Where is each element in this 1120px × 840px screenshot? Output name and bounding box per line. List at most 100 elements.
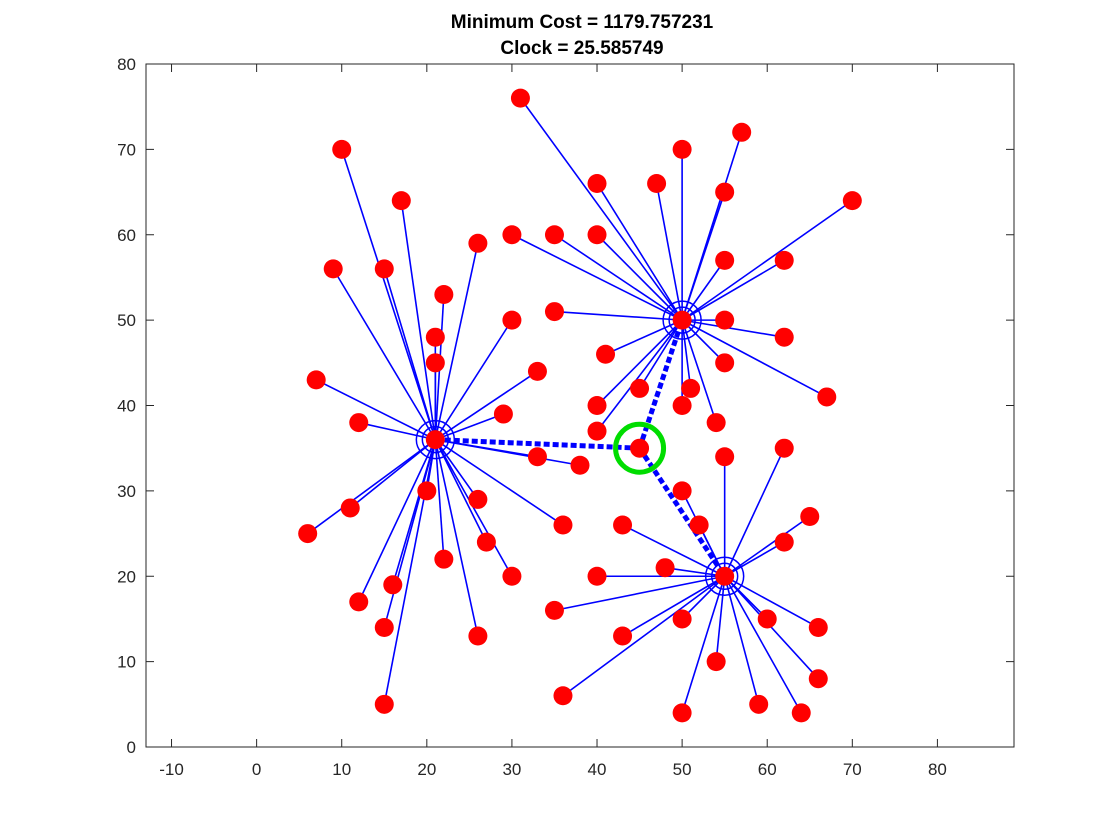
x-tick-label: 80 [928, 760, 947, 779]
center-point [630, 438, 650, 458]
data-point [340, 498, 360, 518]
data-point [774, 438, 794, 458]
hub-link-line [435, 413, 504, 441]
hub-link-line [596, 183, 683, 321]
data-point [774, 250, 794, 270]
hub-point [715, 566, 735, 586]
data-point [774, 532, 794, 552]
data-point [672, 703, 692, 723]
center-link-line [435, 437, 640, 451]
data-point [527, 361, 547, 381]
hub-link-line [434, 439, 445, 560]
data-point [544, 225, 564, 245]
hub-ring-inner [710, 562, 739, 590]
center-ring [613, 421, 667, 475]
data-point [553, 515, 573, 535]
data-point [502, 310, 522, 330]
data-point [587, 225, 607, 245]
hub-link-line [400, 200, 437, 440]
hub-link-line [724, 575, 819, 629]
hub-link-line [554, 575, 725, 612]
hub-link-line [511, 234, 683, 321]
data-point [544, 600, 564, 620]
x-axis-ticks: -10 0 10 20 30 40 50 60 70 80 [159, 64, 947, 779]
data-point [417, 481, 437, 501]
data-point [587, 396, 607, 415]
data-point [655, 558, 675, 578]
data-point [425, 327, 445, 347]
data-point [587, 174, 607, 194]
x-tick-label: 40 [588, 760, 607, 779]
hub-link-line [715, 576, 726, 662]
data-point [749, 694, 769, 714]
hub-link-line [434, 439, 479, 637]
hub-point [425, 430, 445, 450]
data-point [323, 259, 343, 279]
data-point [672, 139, 692, 159]
data-point [757, 609, 777, 629]
data-point [493, 404, 513, 424]
data-point [544, 302, 564, 322]
hub-link-line [307, 439, 436, 535]
data-point [672, 609, 692, 629]
data-point [332, 139, 352, 159]
hub-link-line [434, 370, 538, 441]
hub-ring-inner [421, 425, 450, 454]
hub-rings [415, 300, 745, 596]
hub-link-line [596, 319, 683, 432]
data-point [553, 686, 573, 706]
data-point [468, 626, 488, 646]
data-point [715, 182, 735, 202]
data-point [374, 617, 394, 637]
y-tick-label: 20 [117, 567, 136, 586]
y-tick-label: 30 [117, 482, 136, 501]
data-point [383, 575, 403, 595]
x-tick-label: 50 [673, 760, 692, 779]
data-point [298, 524, 318, 544]
data-point [715, 250, 735, 270]
hub-link-line [434, 243, 479, 440]
hub-link-line [605, 319, 683, 356]
hub-link-line [681, 320, 692, 389]
data-point [715, 310, 735, 330]
data-point [502, 566, 522, 586]
data-point [774, 327, 794, 347]
data-point [476, 532, 496, 552]
hub-link-line [519, 97, 683, 321]
y-tick-label: 70 [117, 140, 136, 159]
y-tick-label: 10 [117, 653, 136, 672]
hub-link-line [315, 379, 436, 441]
hub-ring-outer [662, 300, 702, 340]
x-tick-label: 10 [332, 760, 351, 779]
hub-link-line [681, 319, 785, 338]
data-point [672, 396, 692, 415]
hub-link-line [655, 183, 683, 321]
y-tick-label: 60 [117, 226, 136, 245]
hub-link-line [681, 191, 726, 321]
hub-link-line [358, 439, 437, 603]
hub-link-line [681, 319, 726, 364]
hub-link-line [383, 268, 437, 440]
y-tick-label: 0 [127, 738, 136, 757]
hub-link-line [340, 149, 437, 440]
data-point [434, 285, 454, 305]
hub-link-line [434, 439, 513, 577]
data-point [587, 421, 607, 441]
data-point [800, 506, 820, 526]
data-point [391, 191, 411, 211]
data-point [527, 447, 547, 467]
hub-link-line [681, 319, 717, 423]
hub-link-line [383, 439, 437, 705]
hub-link-line [723, 575, 802, 714]
hub-link-line [554, 234, 683, 321]
data-point [596, 344, 616, 364]
hub-link-line [383, 439, 437, 628]
x-tick-label: 70 [843, 760, 862, 779]
data-point [791, 703, 811, 723]
hub-ring-inner [668, 306, 696, 334]
x-tick-label: 60 [758, 760, 777, 779]
x-tick-label: 0 [252, 760, 261, 779]
data-point [374, 259, 394, 279]
data-point [587, 566, 607, 586]
hub-ring-outer [704, 556, 745, 596]
